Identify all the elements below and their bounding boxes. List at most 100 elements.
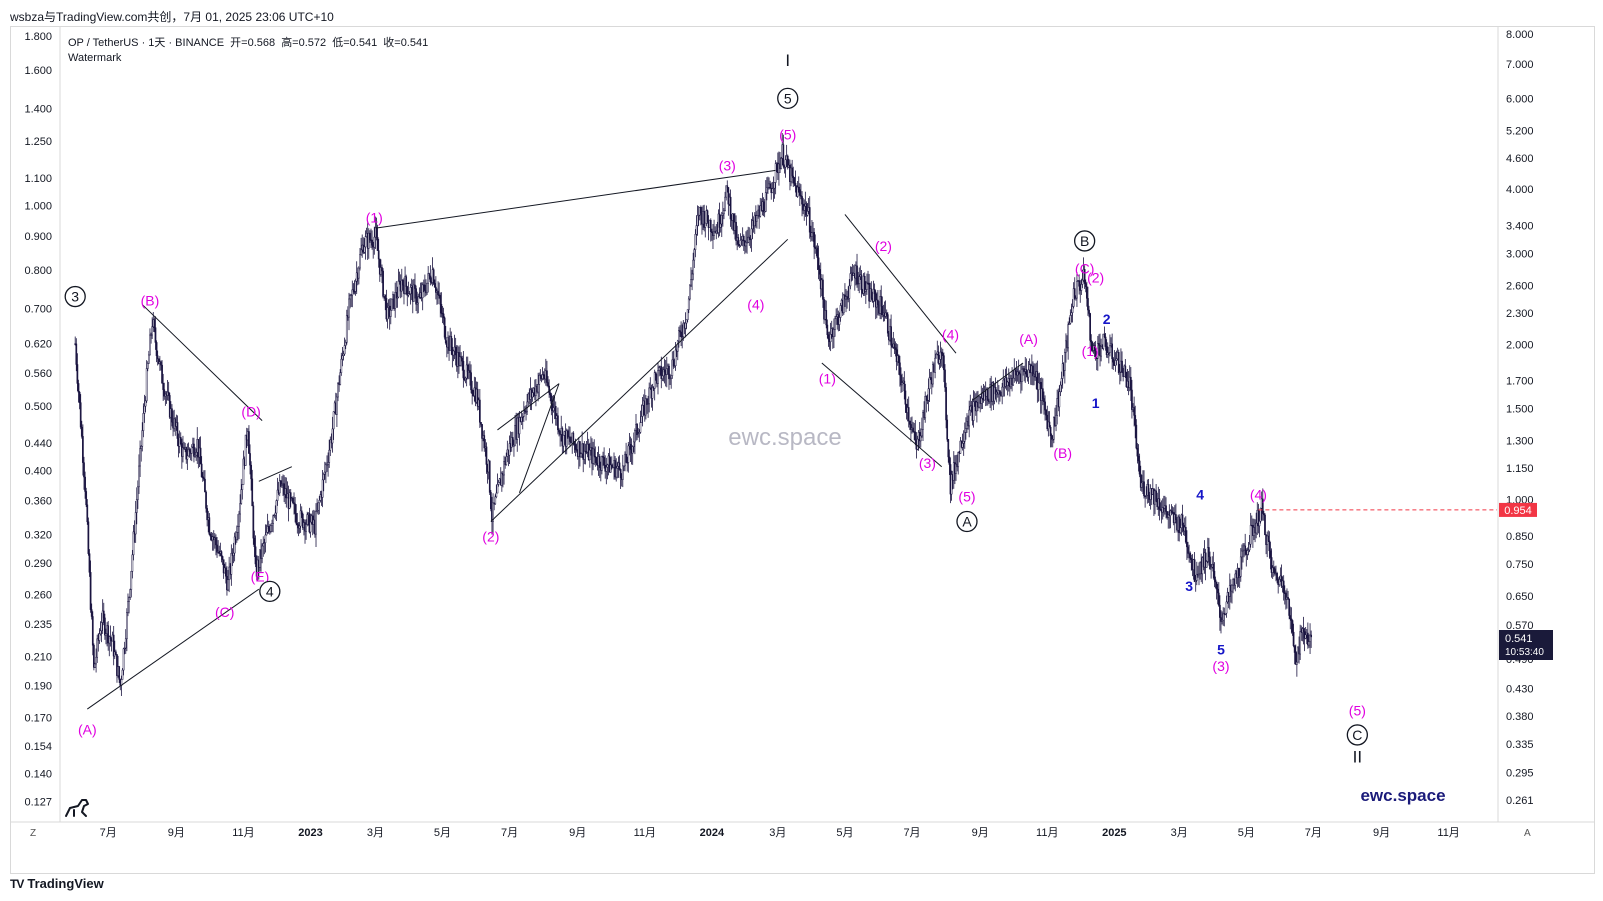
candle [924, 391, 927, 423]
wave-label: (2) [875, 238, 892, 254]
candle [156, 350, 159, 366]
candle [337, 382, 339, 402]
candle-body [1169, 510, 1172, 516]
candle-body [625, 453, 627, 463]
candle-body [394, 292, 397, 309]
wave-label: (1) [1082, 343, 1099, 359]
tradingview-footer[interactable]: TV TradingView [10, 876, 104, 891]
candle [1139, 465, 1142, 491]
candle-body [609, 464, 612, 473]
candle [912, 421, 914, 433]
candle [811, 219, 813, 241]
candle-body [281, 484, 283, 486]
candle [961, 433, 964, 451]
candle-body [398, 280, 401, 283]
candle [687, 296, 690, 314]
candle [860, 269, 863, 298]
candle [139, 440, 141, 477]
candle-body [1087, 298, 1089, 311]
candle [780, 156, 782, 170]
candle-body [300, 510, 303, 515]
candle-body [946, 419, 949, 440]
candle-body [806, 211, 809, 216]
candle [579, 441, 581, 467]
wave-label: (3) [719, 157, 736, 173]
candle [251, 469, 254, 507]
candle [866, 273, 868, 295]
candle-body [572, 432, 575, 444]
candle-body [894, 347, 897, 350]
candle [1006, 380, 1009, 396]
candle [274, 505, 277, 520]
candle [1083, 265, 1086, 289]
candle-body [98, 633, 101, 641]
time-axis-tick-label: 11月 [1036, 827, 1058, 839]
right-price-axis[interactable]: 8.0007.0006.0005.2004.6004.0003.4003.000… [1497, 26, 1534, 822]
candle-body [1247, 549, 1250, 551]
candle [115, 649, 117, 655]
right-axis-tick-label: 0.750 [1506, 559, 1534, 571]
candle [782, 134, 785, 169]
trendlines[interactable] [87, 169, 1024, 710]
left-price-axis[interactable]: 1.8001.6001.4001.2501.1001.0000.9000.800… [24, 26, 61, 822]
candle-body [1106, 352, 1109, 355]
candle-body [276, 489, 279, 501]
candle-body [538, 374, 541, 385]
candle-body [573, 442, 576, 445]
candle [204, 470, 206, 493]
candle-body [542, 374, 545, 376]
candle-body [774, 163, 777, 183]
wave-label: (E) [251, 568, 270, 584]
candle-body [349, 295, 351, 300]
auto-scale-toggle[interactable]: A [1524, 828, 1531, 839]
candle-body [205, 491, 207, 509]
candle-body [782, 144, 785, 167]
candle-body [250, 464, 252, 480]
candle-body [1158, 498, 1161, 510]
timezone-toggle[interactable]: Z [30, 828, 37, 839]
candle-body [872, 288, 875, 302]
candle [1271, 565, 1274, 579]
candle [623, 465, 625, 472]
candle-body [89, 572, 92, 610]
candle-body [948, 456, 951, 465]
candle-body [124, 638, 127, 649]
candle-body [248, 431, 250, 454]
symbol-legend[interactable]: OP / TetherUS · 1天 · BINANCE 开=0.568 高=0… [68, 34, 431, 50]
candle-body [494, 496, 497, 505]
candle [938, 354, 941, 370]
candle-body [1215, 581, 1218, 590]
candle-body [353, 291, 356, 293]
candle [340, 352, 343, 376]
candle [233, 532, 236, 562]
candle-body [1267, 535, 1270, 542]
candle [1178, 514, 1181, 542]
wave-label: (B) [141, 293, 160, 309]
candle [416, 291, 419, 314]
candle-body [910, 424, 912, 430]
candle-body [849, 273, 852, 287]
candle-body [1214, 579, 1217, 583]
symbol-name[interactable]: OP / TetherUS · 1天 · BINANCE [68, 37, 225, 49]
candle-body [827, 334, 830, 340]
candle [88, 549, 91, 577]
candle-body [798, 189, 801, 196]
candle [86, 499, 89, 525]
time-axis[interactable]: 7月 9月 11月 2023 3月 5月 7月 9月 11月 2024 3月 5月 7月 9月 11月 202… [11, 821, 1594, 839]
candle [1249, 512, 1252, 548]
candle [1129, 367, 1132, 402]
candle [943, 352, 945, 383]
right-axis-tick-label: 7.000 [1506, 59, 1534, 71]
right-axis-tick-label: 4.000 [1506, 184, 1534, 196]
candle-body [342, 353, 345, 356]
candle [414, 273, 416, 299]
candle-body [161, 364, 163, 384]
dinosaur-icon[interactable] [65, 799, 89, 817]
candle [1238, 567, 1241, 589]
candle [1133, 396, 1135, 427]
candle-body [531, 392, 534, 398]
candle [637, 427, 640, 438]
candle [640, 404, 643, 423]
candle [1023, 365, 1026, 382]
